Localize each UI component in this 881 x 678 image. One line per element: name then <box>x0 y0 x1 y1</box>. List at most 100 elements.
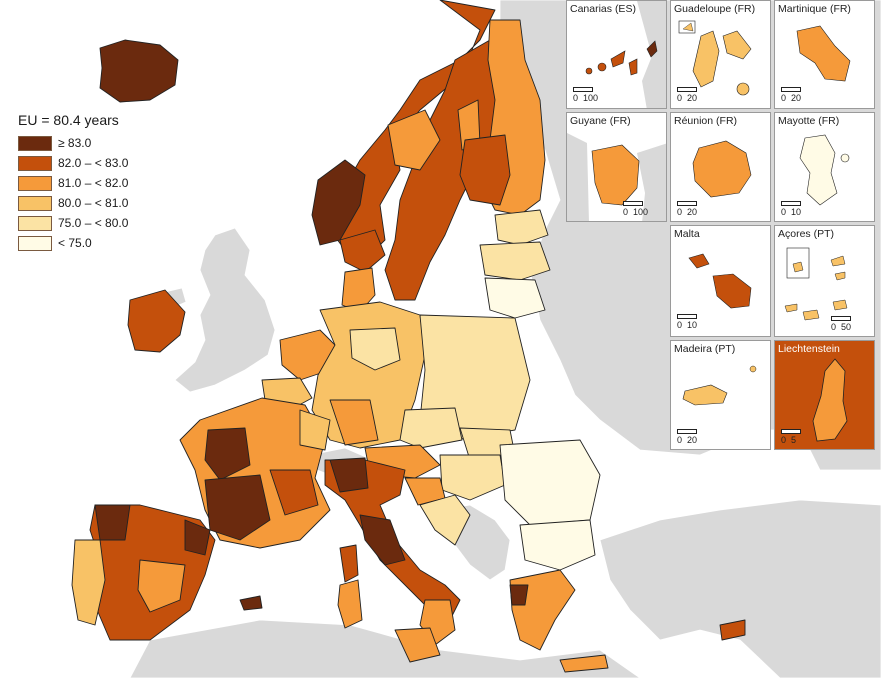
scale-label: 0 <box>623 207 629 217</box>
inset-title: Martinique (FR) <box>778 3 851 15</box>
region-ireland <box>127 289 186 353</box>
inset-martinique: Martinique (FR) 0 20 <box>774 0 875 109</box>
region-france-east <box>299 409 331 451</box>
scale-label: 0 <box>677 93 683 103</box>
region-spain-northeast <box>184 519 211 556</box>
region-norway-west <box>311 159 366 246</box>
legend-label: < 75.0 <box>58 236 92 250</box>
region-france-west <box>204 427 251 481</box>
inset-reunion: Réunion (FR) 0 20 <box>670 112 771 222</box>
region-france-southwest <box>204 474 271 541</box>
region-france-southeast <box>269 469 319 516</box>
legend-item: ≥ 83.0 <box>18 133 168 153</box>
legend: EU = 80.4 years ≥ 83.0 82.0 – < 83.0 81.… <box>18 112 168 253</box>
legend-label: 75.0 – < 80.0 <box>58 216 129 230</box>
legend-item: 75.0 – < 80.0 <box>18 213 168 233</box>
region-sweden-mid <box>387 109 441 171</box>
inset-mayotte: Mayotte (FR) 0 10 <box>774 112 875 222</box>
region-balearics <box>239 595 263 611</box>
scale-bar: 0 10 <box>781 201 801 217</box>
scale-label: 20 <box>687 93 698 103</box>
inset-title: Canarias (ES) <box>570 3 636 15</box>
legend-label: 82.0 – < 83.0 <box>58 156 129 170</box>
inset-canarias: Canarias (ES) 0 100 <box>566 0 667 109</box>
scale-label: 10 <box>687 320 698 330</box>
region-iceland <box>99 39 179 103</box>
legend-label: 80.0 – < 81.0 <box>58 196 129 210</box>
scale-label: 10 <box>791 207 802 217</box>
scale-bar: 0 20 <box>677 201 697 217</box>
inset-map <box>688 253 752 309</box>
inset-title: Madeira (PT) <box>674 343 736 355</box>
region-estonia <box>494 209 549 246</box>
region-croatia <box>419 494 471 546</box>
inset-map <box>682 365 757 406</box>
scale-label: 0 <box>573 93 579 103</box>
legend-swatch <box>18 135 52 151</box>
inset-map <box>585 1 666 108</box>
scale-label: 0 <box>677 320 683 330</box>
legend-swatch <box>18 155 52 171</box>
region-italy-north <box>329 457 369 493</box>
north-africa-land <box>129 619 641 678</box>
scale-bar: 0 50 <box>831 316 851 332</box>
inset-title: Mayotte (FR) <box>778 115 840 127</box>
scale-label: 5 <box>791 435 797 445</box>
legend-item: < 75.0 <box>18 233 168 253</box>
region-spain-central <box>137 559 186 613</box>
scale-label: 50 <box>841 322 852 332</box>
region-latvia <box>479 241 551 281</box>
scale-label: 20 <box>687 435 698 445</box>
inset-map <box>567 133 666 221</box>
inset-title: Guadeloupe (FR) <box>674 3 756 15</box>
legend-swatch <box>18 195 52 211</box>
scale-label: 20 <box>687 207 698 217</box>
scale-label: 0 <box>677 207 683 217</box>
inset-map <box>784 247 848 321</box>
region-bulgaria <box>519 519 596 571</box>
region-sicily <box>394 627 441 663</box>
scale-bar: 0 20 <box>677 87 697 103</box>
inset-guadeloupe: Guadeloupe (FR) 0 20 <box>670 0 771 109</box>
scale-label: 0 <box>781 207 787 217</box>
inset-acores: Açores (PT) 0 50 <box>774 225 875 337</box>
scale-label: 20 <box>791 93 802 103</box>
region-portugal <box>71 539 106 626</box>
region-italy-central <box>359 514 406 566</box>
scale-bar: 0 20 <box>677 429 697 445</box>
scale-label: 0 <box>781 435 787 445</box>
legend-swatch <box>18 175 52 191</box>
inset-map <box>678 20 752 96</box>
scale-bar: 0 5 <box>781 429 801 445</box>
inset-malta: Malta 0 10 <box>670 225 771 337</box>
legend-item: 82.0 – < 83.0 <box>18 153 168 173</box>
inset-map <box>692 140 752 198</box>
legend-swatch <box>18 235 52 251</box>
region-greece-west <box>509 584 529 606</box>
scale-bar: 0 20 <box>781 87 801 103</box>
inset-liechtenstein: Liechtenstein 0 5 <box>774 340 875 450</box>
eu-regions <box>71 0 746 673</box>
inset-title: Açores (PT) <box>778 228 835 240</box>
inset-title: Guyane (FR) <box>570 115 631 127</box>
scale-label: 100 <box>633 207 649 217</box>
legend-item: 81.0 – < 82.0 <box>18 173 168 193</box>
inset-map <box>796 25 851 82</box>
region-lithuania <box>484 277 546 319</box>
region-sardinia <box>337 579 363 629</box>
region-spain-north <box>94 504 131 541</box>
region-crete <box>559 654 609 673</box>
scale-label: 100 <box>583 93 599 103</box>
legend-label: ≥ 83.0 <box>58 136 92 150</box>
great-britain-land <box>174 227 276 393</box>
scale-label: 0 <box>677 435 683 445</box>
inset-guyane: Guyane (FR) 0 100 <box>566 112 667 222</box>
inset-map <box>799 134 850 206</box>
scale-label: 0 <box>831 322 837 332</box>
inset-madeira: Madeira (PT) 0 20 <box>670 340 771 450</box>
region-germany-south <box>329 399 379 446</box>
legend-title: EU = 80.4 years <box>18 112 119 128</box>
turkey-land <box>599 499 881 678</box>
scale-bar: 0 100 <box>623 201 648 217</box>
